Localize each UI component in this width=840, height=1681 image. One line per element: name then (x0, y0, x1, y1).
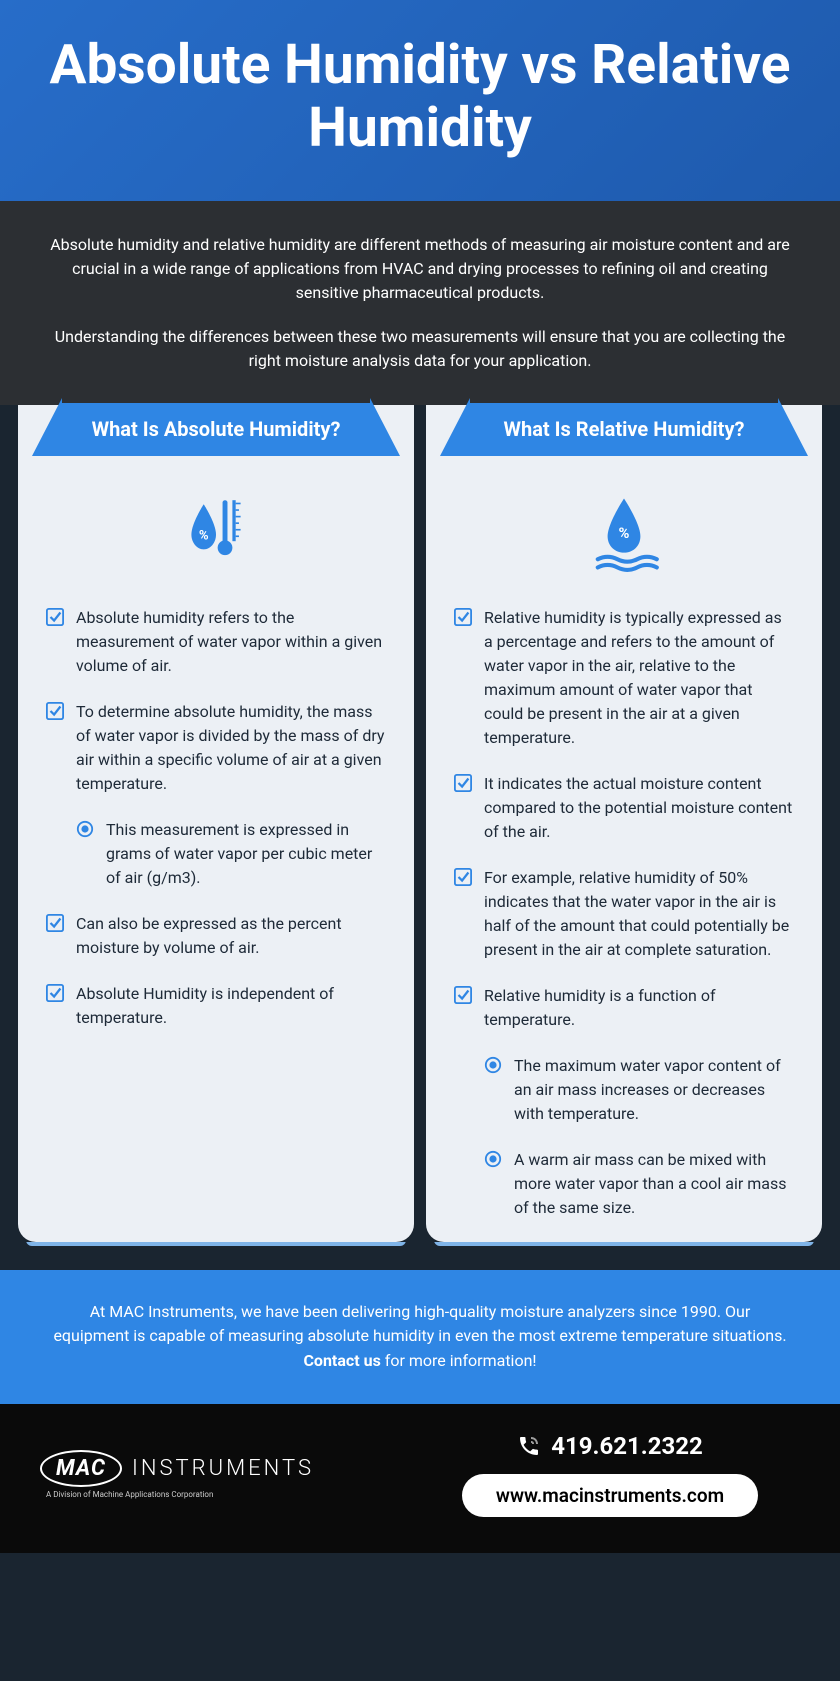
intro-paragraph-1: Absolute humidity and relative humidity … (50, 233, 790, 305)
bullet-text: Relative humidity is a function of tempe… (484, 984, 794, 1032)
check-icon (46, 608, 64, 626)
thermometer-drop-icon: % (18, 458, 414, 606)
logo-area: MAC INSTRUMENTS A Division of Machine Ap… (40, 1450, 420, 1499)
cta-post: for more information! (381, 1351, 537, 1370)
contact-area: 419.621.2322 www.macinstruments.com (420, 1432, 800, 1517)
bullet-text: The maximum water vapor content of an ai… (514, 1054, 794, 1126)
check-icon (454, 986, 472, 1004)
page-title: Absolute Humidity vs Relative Humidity (30, 34, 810, 161)
phone-text: 419.621.2322 (551, 1432, 703, 1460)
relative-header-tab: What Is Relative Humidity? (470, 403, 779, 456)
drop-waves-icon: % (426, 458, 822, 606)
bullet: Absolute Humidity is independent of temp… (46, 982, 386, 1030)
bullet: Relative humidity is typically expressed… (454, 606, 794, 750)
bullet-text: It indicates the actual moisture content… (484, 772, 794, 844)
bullet-text: Absolute Humidity is independent of temp… (76, 982, 386, 1030)
bullet: Absolute humidity refers to the measurem… (46, 606, 386, 678)
absolute-header-tab: What Is Absolute Humidity? (62, 403, 371, 456)
phone-number[interactable]: 419.621.2322 (420, 1432, 800, 1460)
website-url[interactable]: www.macinstruments.com (462, 1474, 758, 1517)
cta-pre: At MAC Instruments, we have been deliver… (53, 1302, 786, 1346)
bullet-text: This measurement is expressed in grams o… (106, 818, 386, 890)
bullet-text: To determine absolute humidity, the mass… (76, 700, 386, 796)
absolute-humidity-column: What Is Absolute Humidity? % Absolute hu… (18, 405, 414, 1242)
bullet: For example, relative humidity of 50% in… (454, 866, 794, 962)
check-icon (454, 608, 472, 626)
sub-bullet: The maximum water vapor content of an ai… (484, 1054, 794, 1126)
logo-mac: MAC (40, 1450, 122, 1487)
dot-icon (484, 1056, 502, 1074)
phone-icon (517, 1434, 541, 1458)
logo-tagline: A Division of Machine Applications Corpo… (46, 1490, 420, 1499)
check-icon (454, 868, 472, 886)
svg-text:%: % (199, 528, 209, 543)
bullet: To determine absolute humidity, the mass… (46, 700, 386, 796)
comparison-columns: What Is Absolute Humidity? % Absolute hu… (0, 405, 840, 1242)
check-icon (454, 774, 472, 792)
bullet-text: A warm air mass can be mixed with more w… (514, 1148, 794, 1220)
bullet-text: Relative humidity is typically expressed… (484, 606, 794, 750)
relative-bullets: Relative humidity is typically expressed… (426, 606, 822, 1220)
bullet: Relative humidity is a function of tempe… (454, 984, 794, 1032)
bullet: It indicates the actual moisture content… (454, 772, 794, 844)
check-icon (46, 984, 64, 1002)
check-icon (46, 702, 64, 720)
footer: MAC INSTRUMENTS A Division of Machine Ap… (0, 1404, 840, 1553)
bullet-text: Absolute humidity refers to the measurem… (76, 606, 386, 678)
absolute-bullets: Absolute humidity refers to the measurem… (18, 606, 414, 1030)
dot-icon (484, 1150, 502, 1168)
logo-instruments: INSTRUMENTS (132, 1456, 314, 1481)
check-icon (46, 914, 64, 932)
bullet-text: Can also be expressed as the percent moi… (76, 912, 386, 960)
sub-bullet: A warm air mass can be mixed with more w… (484, 1148, 794, 1220)
cta-contact-link[interactable]: Contact us (303, 1351, 380, 1370)
intro-section: Absolute humidity and relative humidity … (0, 201, 840, 405)
cta-banner: At MAC Instruments, we have been deliver… (0, 1270, 840, 1404)
intro-paragraph-2: Understanding the differences between th… (50, 325, 790, 373)
cta-text: At MAC Instruments, we have been deliver… (50, 1300, 790, 1374)
bullet: Can also be expressed as the percent moi… (46, 912, 386, 960)
bullet-text: For example, relative humidity of 50% in… (484, 866, 794, 962)
company-logo: MAC INSTRUMENTS (40, 1450, 420, 1487)
dot-icon (76, 820, 94, 838)
sub-bullet: This measurement is expressed in grams o… (76, 818, 386, 890)
hero-banner: Absolute Humidity vs Relative Humidity (0, 0, 840, 201)
relative-humidity-column: What Is Relative Humidity? % Relative hu… (426, 405, 822, 1242)
svg-text:%: % (619, 523, 630, 541)
